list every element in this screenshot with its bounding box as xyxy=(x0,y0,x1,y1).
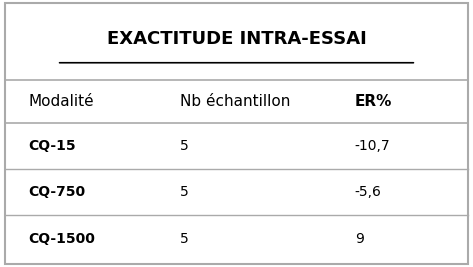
Text: -5,6: -5,6 xyxy=(355,185,382,199)
Text: 9: 9 xyxy=(355,231,364,246)
Text: CQ-1500: CQ-1500 xyxy=(28,231,95,246)
Text: ER%: ER% xyxy=(355,94,392,109)
Text: 5: 5 xyxy=(180,139,188,153)
Text: EXACTITUDE INTRA-ESSAI: EXACTITUDE INTRA-ESSAI xyxy=(106,30,367,48)
Text: 5: 5 xyxy=(180,231,188,246)
Text: CQ-750: CQ-750 xyxy=(28,185,86,199)
FancyBboxPatch shape xyxy=(5,3,468,264)
Text: -10,7: -10,7 xyxy=(355,139,390,153)
Text: 5: 5 xyxy=(180,185,188,199)
Text: Nb échantillon: Nb échantillon xyxy=(180,94,290,109)
Text: CQ-15: CQ-15 xyxy=(28,139,76,153)
Text: Modalité: Modalité xyxy=(28,94,94,109)
